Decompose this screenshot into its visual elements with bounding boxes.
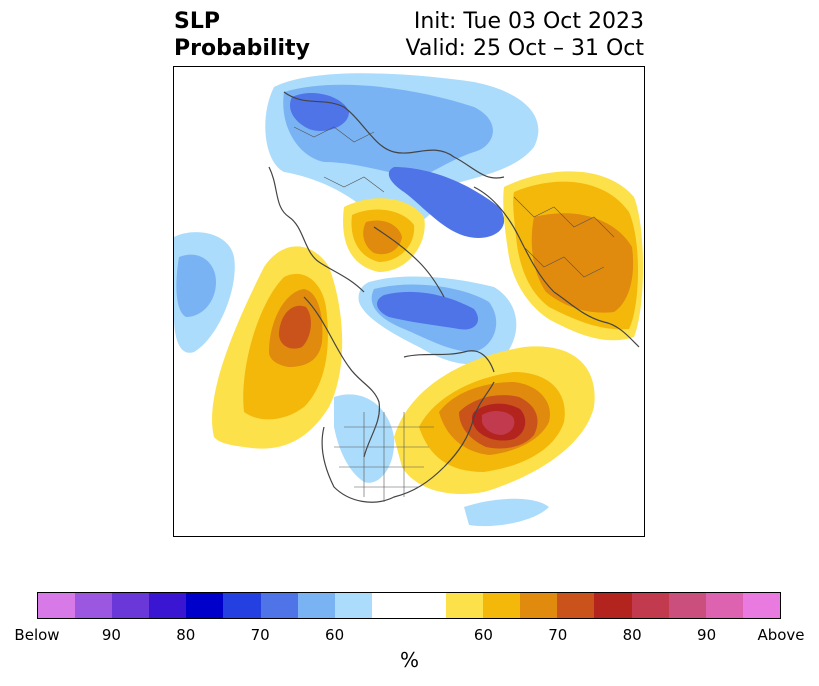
colorbar-cell <box>149 593 187 618</box>
colorbar-tick-label: 60 <box>325 626 345 644</box>
colorbar-cell <box>371 593 409 618</box>
colorbar-cell <box>668 593 706 618</box>
below-region-arctic-core <box>377 291 479 330</box>
colorbar-tick-label: Below <box>14 626 60 644</box>
above-region-central-core <box>363 220 402 255</box>
map-canvas <box>174 73 643 527</box>
colorbar-cell <box>446 593 484 618</box>
above-region-atlantic-peak <box>482 411 515 435</box>
above-region-pacific-core <box>278 305 311 349</box>
colorbar-cell <box>186 593 224 618</box>
colorbar-cell <box>742 593 780 618</box>
map-dates: Init: Tue 03 Oct 2023 Valid: 25 Oct – 31… <box>406 8 644 62</box>
colorbar-cell <box>594 593 632 618</box>
valid-range: Valid: 25 Oct – 31 Oct <box>405 36 644 61</box>
colorbar-cell <box>705 593 743 618</box>
colorbar-tick-label: 90 <box>101 626 121 644</box>
colorbar-tick-label: 80 <box>176 626 196 644</box>
colorbar-cell <box>483 593 521 618</box>
colorbar-cell <box>75 593 113 618</box>
init-date: Init: Tue 03 Oct 2023 <box>413 9 644 34</box>
colorbar-tick-label: 60 <box>473 626 493 644</box>
colorbar <box>37 592 781 619</box>
colorbar-cell <box>631 593 669 618</box>
map-title: SLP Probability <box>174 9 310 61</box>
colorbar-tick-label: 80 <box>622 626 642 644</box>
colorbar-tick-label: 90 <box>697 626 717 644</box>
probability-map <box>173 66 645 537</box>
below-region-south <box>464 498 549 527</box>
below-region-siberia-core <box>289 92 349 132</box>
colorbar-unit: % <box>399 648 419 672</box>
above-region-europe-core <box>531 213 634 313</box>
colorbar-cell <box>557 593 595 618</box>
colorbar-tick-label: 70 <box>250 626 270 644</box>
colorbar-cell <box>260 593 298 618</box>
colorbar-cell <box>334 593 372 618</box>
below-region-scandinavia <box>388 167 505 238</box>
colorbar-tick-label: 70 <box>548 626 568 644</box>
colorbar-cell <box>38 593 76 618</box>
colorbar-cell <box>408 593 447 618</box>
coastlines <box>268 91 640 503</box>
colorbar-ticks: Below 90 80 70 60 60 70 80 90 Above <box>0 626 819 646</box>
colorbar-cell <box>297 593 335 618</box>
colorbar-cell <box>223 593 261 618</box>
colorbar-cell <box>520 593 558 618</box>
colorbar-cell <box>112 593 150 618</box>
colorbar-tick-label: Above <box>757 626 805 644</box>
below-region-west-mid <box>176 254 216 317</box>
state-borders <box>293 126 615 502</box>
